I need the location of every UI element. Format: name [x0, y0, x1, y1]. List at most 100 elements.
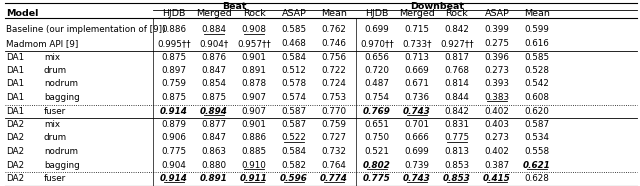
Text: 0.775: 0.775 — [161, 147, 187, 156]
Text: 0.746: 0.746 — [321, 39, 346, 48]
Text: 0.743: 0.743 — [403, 174, 431, 183]
Text: 0.487: 0.487 — [365, 79, 390, 89]
Text: 0.403: 0.403 — [484, 120, 509, 129]
Text: 0.770: 0.770 — [321, 107, 347, 116]
Text: 0.739: 0.739 — [404, 161, 429, 169]
Text: 0.904†: 0.904† — [200, 39, 228, 48]
Text: 0.911: 0.911 — [240, 174, 268, 183]
Text: 0.775: 0.775 — [363, 174, 391, 183]
Text: 0.733†: 0.733† — [403, 39, 432, 48]
Text: 0.853: 0.853 — [444, 161, 470, 169]
Text: mix: mix — [44, 52, 60, 62]
Text: 0.399: 0.399 — [484, 25, 509, 34]
Text: 0.817: 0.817 — [445, 52, 470, 62]
Text: 0.847: 0.847 — [202, 134, 227, 142]
Text: DA2: DA2 — [6, 161, 24, 169]
Text: 0.699: 0.699 — [404, 147, 429, 156]
Text: DA1: DA1 — [6, 107, 24, 116]
Text: 0.750: 0.750 — [364, 134, 390, 142]
Text: 0.756: 0.756 — [321, 52, 346, 62]
Text: 0.875: 0.875 — [161, 93, 187, 102]
Text: 0.383: 0.383 — [484, 93, 509, 102]
Text: 0.468: 0.468 — [282, 39, 307, 48]
Text: 0.908: 0.908 — [241, 25, 266, 34]
Text: 0.578: 0.578 — [282, 79, 307, 89]
Text: 0.521: 0.521 — [365, 147, 389, 156]
Text: 0.542: 0.542 — [525, 79, 549, 89]
Text: ASAP: ASAP — [282, 9, 307, 18]
Text: 0.275: 0.275 — [484, 39, 509, 48]
Text: DA2: DA2 — [6, 147, 24, 156]
Text: 0.927††: 0.927†† — [440, 39, 474, 48]
Text: 0.620: 0.620 — [525, 107, 549, 116]
Text: 0.775: 0.775 — [444, 134, 470, 142]
Text: DA2: DA2 — [6, 120, 24, 129]
Text: 0.880: 0.880 — [202, 161, 227, 169]
Text: Rock: Rock — [445, 9, 468, 18]
Text: 0.616: 0.616 — [525, 39, 549, 48]
Text: 0.907: 0.907 — [241, 93, 266, 102]
Text: HJDB: HJDB — [365, 9, 388, 18]
Text: 0.759: 0.759 — [161, 79, 186, 89]
Text: 0.813: 0.813 — [445, 147, 470, 156]
Text: 0.831: 0.831 — [445, 120, 470, 129]
Text: Mean: Mean — [524, 9, 550, 18]
Text: 0.759: 0.759 — [321, 120, 346, 129]
Text: 0.886: 0.886 — [161, 25, 186, 34]
Text: 0.587: 0.587 — [524, 120, 550, 129]
Text: 0.671: 0.671 — [404, 79, 429, 89]
Text: ASAP: ASAP — [484, 9, 509, 18]
Text: Madmom API [9]: Madmom API [9] — [6, 39, 78, 48]
Text: 0.842: 0.842 — [445, 107, 469, 116]
Text: bagging: bagging — [44, 93, 80, 102]
Text: 0.724: 0.724 — [321, 79, 346, 89]
Text: 0.651: 0.651 — [365, 120, 389, 129]
Text: 0.995††: 0.995†† — [157, 39, 191, 48]
Text: Mean: Mean — [321, 9, 347, 18]
Text: 0.854: 0.854 — [202, 79, 227, 89]
Text: 0.910: 0.910 — [241, 161, 266, 169]
Text: 0.587: 0.587 — [282, 120, 307, 129]
Text: 0.879: 0.879 — [161, 120, 186, 129]
Text: 0.897: 0.897 — [161, 66, 186, 75]
Text: 0.901: 0.901 — [241, 120, 266, 129]
Text: 0.878: 0.878 — [241, 79, 267, 89]
Text: 0.585: 0.585 — [282, 25, 307, 34]
Text: Model: Model — [6, 9, 38, 18]
Text: 0.720: 0.720 — [365, 66, 390, 75]
Text: 0.914: 0.914 — [160, 174, 188, 183]
Text: nodrum: nodrum — [44, 147, 78, 156]
Text: 0.596: 0.596 — [280, 174, 308, 183]
Text: 0.512: 0.512 — [282, 66, 307, 75]
Text: 0.732: 0.732 — [321, 147, 346, 156]
Text: DA2: DA2 — [6, 174, 24, 183]
Text: 0.875: 0.875 — [202, 93, 227, 102]
Text: 0.669: 0.669 — [404, 66, 429, 75]
Text: 0.534: 0.534 — [525, 134, 550, 142]
Text: 0.715: 0.715 — [404, 25, 429, 34]
Text: 0.558: 0.558 — [524, 147, 550, 156]
Text: DA1: DA1 — [6, 93, 24, 102]
Text: Baseline (our implementation of [9]): Baseline (our implementation of [9]) — [6, 25, 166, 34]
Text: 0.768: 0.768 — [445, 66, 470, 75]
Text: 0.387: 0.387 — [484, 161, 509, 169]
Text: 0.877: 0.877 — [202, 120, 227, 129]
Text: 0.863: 0.863 — [202, 147, 227, 156]
Text: 0.722: 0.722 — [321, 66, 346, 75]
Text: 0.853: 0.853 — [443, 174, 471, 183]
Text: drum: drum — [44, 134, 67, 142]
Text: 0.901: 0.901 — [241, 52, 266, 62]
Text: 0.814: 0.814 — [445, 79, 469, 89]
Text: 0.970††: 0.970†† — [360, 39, 394, 48]
Text: 0.906: 0.906 — [161, 134, 186, 142]
Text: 0.713: 0.713 — [404, 52, 429, 62]
Text: 0.884: 0.884 — [202, 25, 227, 34]
Text: Merged: Merged — [399, 9, 435, 18]
Text: 0.584: 0.584 — [282, 147, 307, 156]
Text: Rock: Rock — [243, 9, 266, 18]
Text: 0.774: 0.774 — [320, 174, 348, 183]
Text: 0.764: 0.764 — [321, 161, 346, 169]
Text: DA2: DA2 — [6, 134, 24, 142]
Text: 0.957††: 0.957†† — [237, 39, 271, 48]
Text: 0.701: 0.701 — [404, 120, 429, 129]
